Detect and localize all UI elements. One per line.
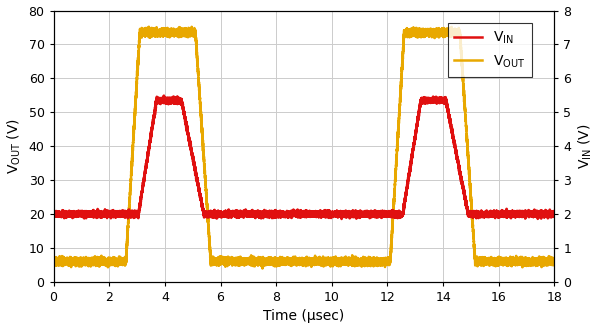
V$_\mathrm{IN}$ xyxy=(91,211,98,215)
V$_\mathrm{IN}$ xyxy=(504,212,511,215)
V$_\mathrm{OUT}$ xyxy=(73,259,80,263)
V$_\mathrm{OUT}$ xyxy=(103,262,110,266)
V$_\mathrm{IN}$ xyxy=(103,216,110,220)
V$_\mathrm{OUT}$ xyxy=(504,257,511,261)
V$_\mathrm{OUT}$ xyxy=(91,258,98,262)
Y-axis label: V$_\mathrm{OUT}$ (V): V$_\mathrm{OUT}$ (V) xyxy=(5,118,23,174)
V$_\mathrm{OUT}$ xyxy=(259,266,266,270)
Y-axis label: V$_\mathrm{IN}$ (V): V$_\mathrm{IN}$ (V) xyxy=(577,123,595,169)
V$_\mathrm{OUT}$ xyxy=(50,261,57,265)
V$_\mathrm{OUT}$ xyxy=(377,258,385,262)
V$_\mathrm{IN}$ xyxy=(73,213,80,216)
V$_\mathrm{OUT}$ xyxy=(145,25,152,29)
X-axis label: Time (μsec): Time (μsec) xyxy=(263,310,344,323)
V$_\mathrm{IN}$ xyxy=(160,94,167,98)
V$_\mathrm{IN}$ xyxy=(551,211,558,215)
Legend: V$_\mathrm{IN}$, V$_\mathrm{OUT}$: V$_\mathrm{IN}$, V$_\mathrm{OUT}$ xyxy=(448,23,532,77)
Line: V$_\mathrm{OUT}$: V$_\mathrm{OUT}$ xyxy=(53,27,554,268)
Line: V$_\mathrm{IN}$: V$_\mathrm{IN}$ xyxy=(53,96,554,219)
V$_\mathrm{IN}$ xyxy=(50,210,57,214)
V$_\mathrm{IN}$ xyxy=(387,212,394,216)
V$_\mathrm{IN}$ xyxy=(377,212,385,216)
V$_\mathrm{OUT}$ xyxy=(387,257,394,261)
V$_\mathrm{OUT}$ xyxy=(551,259,558,263)
V$_\mathrm{IN}$ xyxy=(338,217,345,221)
